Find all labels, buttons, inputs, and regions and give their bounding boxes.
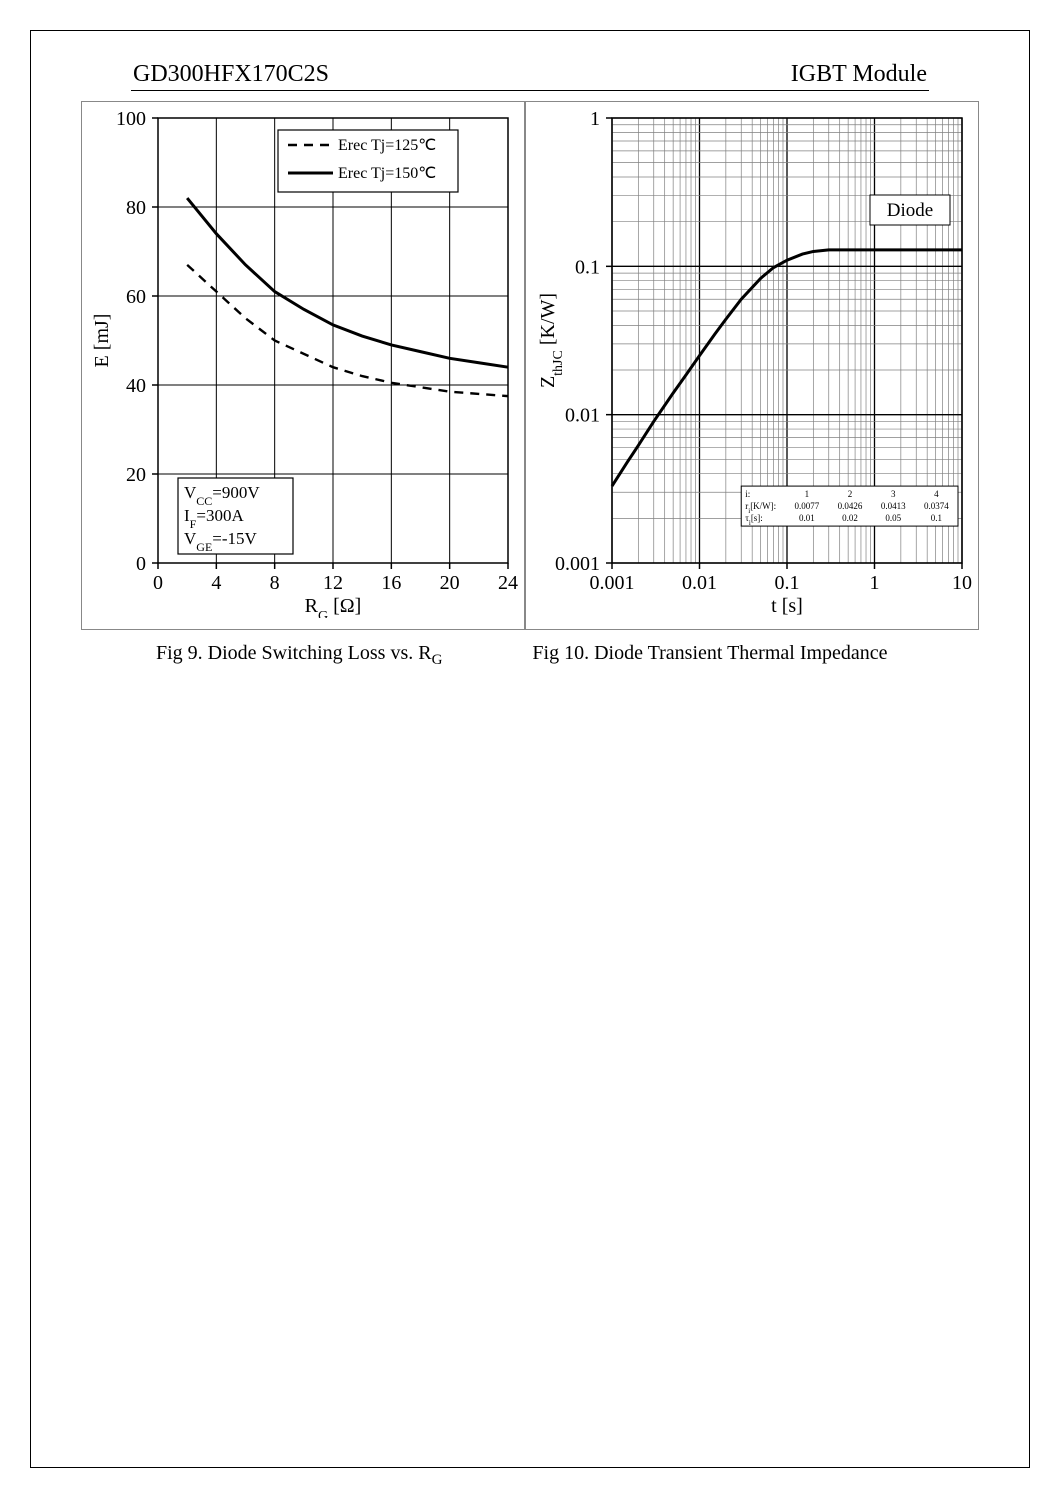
svg-text:2: 2 (848, 489, 853, 499)
svg-text:RG [Ω]: RG [Ω] (305, 595, 362, 618)
page-frame: GD300HFX170C2S IGBT Module 0481216202402… (30, 30, 1030, 1468)
svg-text:4: 4 (211, 572, 221, 594)
svg-text:E [mJ]: E [mJ] (91, 314, 113, 368)
svg-text:Erec Tj=150℃: Erec Tj=150℃ (338, 165, 436, 182)
svg-text:20: 20 (126, 464, 146, 486)
svg-text:0.05: 0.05 (885, 513, 901, 523)
svg-text:Diode: Diode (887, 200, 933, 221)
fig10-caption: Fig 10. Diode Transient Thermal Impedanc… (532, 642, 887, 669)
svg-text:1: 1 (805, 489, 810, 499)
svg-text:8: 8 (270, 572, 280, 594)
svg-text:12: 12 (323, 572, 343, 594)
module-type: IGBT Module (791, 61, 927, 88)
page-sheet: GD300HFX170C2S IGBT Module 0481216202402… (0, 0, 1060, 1498)
svg-text:1: 1 (590, 108, 600, 130)
svg-text:0.0077: 0.0077 (794, 501, 819, 511)
svg-text:0.001: 0.001 (590, 572, 635, 594)
fig10-container: 0.001 0.01 0.1 1 10 0.001 0.01 0.1 1 t [s] ZthJC [… (525, 101, 979, 630)
svg-text:0.0413: 0.0413 (881, 501, 906, 511)
captions: Fig 9. Diode Switching Loss vs. RG Fig 1… (156, 642, 984, 669)
svg-text:4: 4 (934, 489, 939, 499)
svg-text:0.1: 0.1 (575, 256, 600, 278)
fig9-caption: Fig 9. Diode Switching Loss vs. RG (156, 642, 442, 669)
svg-text:i:: i: (745, 489, 750, 499)
svg-text:0: 0 (136, 553, 146, 575)
svg-text:24: 24 (498, 572, 518, 594)
svg-text:0: 0 (153, 572, 163, 594)
svg-text:3: 3 (891, 489, 896, 499)
svg-text:100: 100 (116, 108, 146, 130)
fig9-chart: 0 4 8 12 16 20 24 0 20 40 60 80 100 RG [Ω] E [mJ] Erec … (88, 108, 518, 618)
svg-text:0.1: 0.1 (931, 513, 942, 523)
svg-text:0.01: 0.01 (682, 572, 717, 594)
svg-text:0.001: 0.001 (555, 553, 600, 575)
svg-text:60: 60 (126, 286, 146, 308)
svg-text:16: 16 (381, 572, 401, 594)
svg-text:0.01: 0.01 (565, 405, 600, 427)
svg-text:20: 20 (440, 572, 460, 594)
part-number: GD300HFX170C2S (133, 61, 329, 88)
svg-text:0.02: 0.02 (842, 513, 858, 523)
svg-text:ZthJC [K/W]: ZthJC [K/W] (537, 293, 566, 388)
svg-text:t [s]: t [s] (771, 595, 803, 617)
charts-row: 04812162024020406080100RG [Ω]E [mJ]Erec … (76, 101, 984, 630)
svg-text:0.0426: 0.0426 (838, 501, 863, 511)
svg-text:1: 1 (870, 572, 880, 594)
fig9-container: 0 4 8 12 16 20 24 0 20 40 60 80 100 RG [Ω] E [mJ] Erec … (81, 101, 525, 630)
svg-text:80: 80 (126, 197, 146, 219)
svg-text:40: 40 (126, 375, 146, 397)
svg-text:Erec Tj=125℃: Erec Tj=125℃ (338, 137, 436, 154)
svg-text:0.0374: 0.0374 (924, 501, 949, 511)
svg-text:10: 10 (952, 572, 972, 594)
svg-text:0.1: 0.1 (775, 572, 800, 594)
svg-text:0.01: 0.01 (799, 513, 815, 523)
fig10-chart: 0.001 0.01 0.1 1 10 0.001 0.01 0.1 1 t [s] ZthJC [… (532, 108, 972, 618)
page-header: GD300HFX170C2S IGBT Module (131, 61, 929, 91)
